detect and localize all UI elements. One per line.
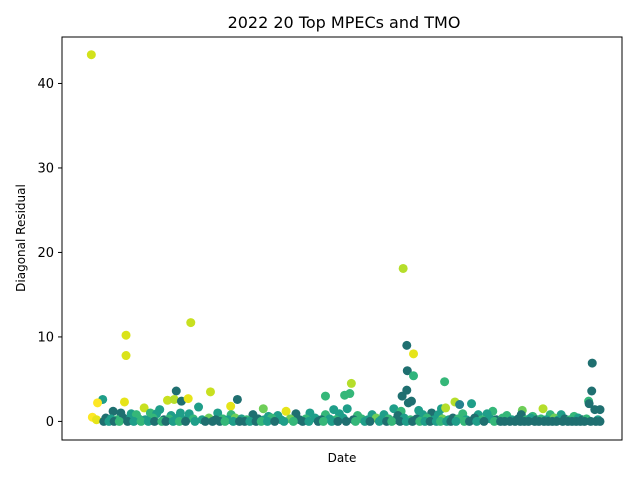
scatter-point [479, 416, 489, 426]
scatter-point [489, 416, 499, 426]
y-tick-label: 30 [37, 161, 54, 176]
y-tick-label: 40 [37, 77, 54, 92]
scatter-point [288, 416, 298, 426]
scatter-point [256, 416, 266, 426]
scatter-point [524, 416, 534, 426]
scatter-point [129, 416, 139, 426]
scatter-point [194, 402, 204, 412]
scatter-point [538, 404, 548, 414]
scatter-point [183, 394, 193, 404]
scatter-point [93, 398, 103, 408]
scatter-point [220, 416, 230, 426]
scatter-point [181, 416, 191, 426]
scatter-point [162, 395, 172, 405]
scatter-point [258, 404, 268, 414]
scatter-point [205, 387, 215, 397]
scatter-point [441, 403, 451, 413]
scatter-point [587, 386, 597, 396]
scatter-point [186, 318, 196, 328]
scatter-point [208, 416, 218, 426]
scatter-point [407, 416, 417, 426]
scatter-point [226, 401, 236, 411]
scatter-point [402, 366, 412, 376]
scatter-point [139, 403, 149, 413]
scatter-point [108, 406, 118, 416]
scatter-point [136, 416, 146, 426]
scatter-point [387, 416, 397, 426]
scatter-point [270, 416, 280, 426]
scatter-point [121, 351, 131, 361]
scatter-point [551, 416, 561, 426]
y-axis-label: Diagonal Residual [14, 184, 28, 292]
scatter-point [351, 416, 361, 426]
scatter-point [464, 416, 474, 426]
scatter-point [409, 371, 419, 381]
scatter-point [232, 394, 242, 404]
scatter-point [402, 340, 412, 350]
scatter-point [584, 399, 594, 409]
scatter-point [279, 416, 289, 426]
scatter-point [228, 416, 238, 426]
scatter-point [467, 399, 477, 409]
scatter-point [171, 386, 181, 396]
scatter-point [169, 394, 179, 404]
scatter-point [119, 397, 129, 407]
y-tick-label: 0 [46, 415, 54, 430]
scatter-point [298, 416, 308, 426]
scatter-point [389, 404, 399, 414]
scatter-point [143, 416, 153, 426]
y-tick-label: 10 [37, 330, 54, 345]
scatter-point [395, 416, 405, 426]
scatter-point [342, 404, 352, 414]
scatter-point [579, 416, 589, 426]
scatter-point [320, 391, 330, 401]
scatter-point [333, 416, 343, 426]
scatter-point [114, 416, 124, 426]
scatter-point [281, 406, 291, 416]
scatter-point [587, 358, 597, 368]
scatter-point [190, 416, 200, 426]
scatter-point [435, 416, 445, 426]
scatter-point [595, 416, 605, 426]
scatter-point [123, 416, 133, 426]
scatter-point [213, 408, 223, 418]
scatter-point [200, 416, 210, 426]
scatter-point [341, 416, 351, 426]
chart-title: 2022 20 Top MPECs and TMO [228, 13, 461, 32]
scatter-point [346, 378, 356, 388]
scatter-point [472, 416, 482, 426]
scatter-point [451, 416, 461, 426]
scatter-point [86, 50, 96, 60]
scatter-point [374, 416, 384, 426]
scatter-point [168, 416, 178, 426]
scatter-point [401, 416, 411, 426]
scatter-point [455, 400, 465, 410]
scatter-point [174, 416, 184, 426]
scatter-point [409, 349, 419, 359]
scatter-point [92, 415, 102, 425]
scatter-point [318, 416, 328, 426]
scatter-point [340, 390, 350, 400]
scatter-point [262, 416, 272, 426]
scatter-point [245, 416, 255, 426]
scatter-point [595, 405, 605, 415]
plot-frame [61, 36, 623, 441]
scatter-point [304, 416, 314, 426]
y-axis-ticks: 0 10 20 30 40 [37, 77, 62, 430]
scatter-point [406, 396, 416, 406]
scatter-point [402, 385, 412, 395]
x-axis-label: Date [328, 451, 357, 465]
y-tick-label: 20 [37, 246, 54, 261]
scatter-point [121, 330, 131, 340]
scatter-points [86, 50, 605, 426]
scatter-point [398, 263, 408, 273]
scatter-point [161, 416, 171, 426]
scatter-point [425, 416, 435, 426]
scatter-point [327, 416, 337, 426]
scatter-point [440, 377, 450, 387]
scatter-point [365, 416, 375, 426]
scatter-point [150, 416, 160, 426]
